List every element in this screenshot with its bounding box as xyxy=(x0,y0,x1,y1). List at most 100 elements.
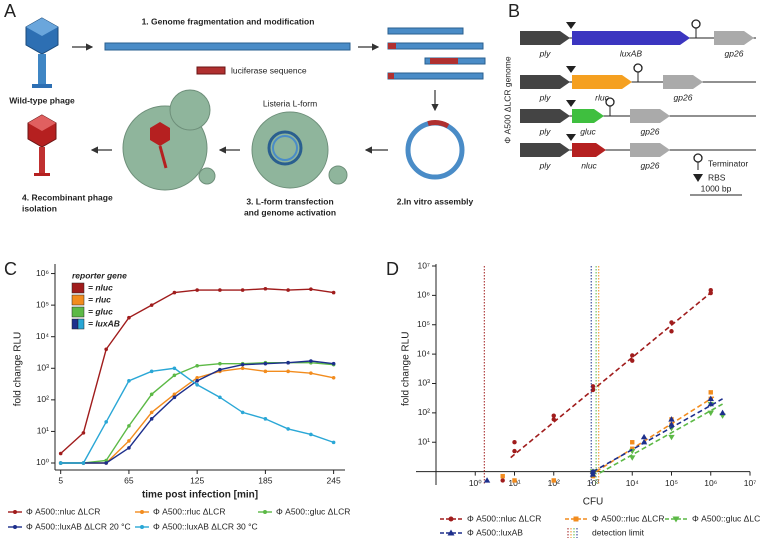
point xyxy=(551,417,556,422)
gene xyxy=(572,143,606,157)
point xyxy=(240,410,245,415)
point xyxy=(195,363,199,368)
point xyxy=(195,379,199,383)
gene xyxy=(520,75,570,89)
point xyxy=(172,373,177,378)
legend-label: = luxAB xyxy=(88,318,120,328)
point xyxy=(512,448,517,454)
gene xyxy=(520,109,570,123)
legend-swatch xyxy=(13,525,17,529)
point xyxy=(483,477,491,483)
point xyxy=(589,471,597,477)
gene-label: ply xyxy=(539,160,552,170)
gene xyxy=(520,143,570,157)
point xyxy=(149,369,154,374)
x-tick-label: 10⁷ xyxy=(744,478,757,488)
gene-label: gp26 xyxy=(725,48,744,58)
point xyxy=(309,359,313,363)
legend-swatch xyxy=(71,306,85,318)
step-label: 3. L-form transfection xyxy=(246,196,333,206)
x-axis-label: time post infection [min] xyxy=(142,490,258,501)
legend-label: RBS xyxy=(708,172,726,182)
point xyxy=(708,390,713,395)
l-form-lysis xyxy=(122,89,216,191)
gene-label: gp26 xyxy=(641,160,660,170)
point xyxy=(669,329,674,334)
point xyxy=(149,392,154,397)
legend-title: reporter gene xyxy=(72,270,127,280)
legend-label: Φ A500::nluc ΔLCR xyxy=(26,506,100,516)
gene-label: nluc xyxy=(581,160,597,170)
legend-label: Φ A500::luxAB ΔLCR 20 °C xyxy=(26,521,131,531)
step-label: 2.In vitro assembly xyxy=(397,196,474,206)
point xyxy=(172,366,177,371)
gene-label: ply xyxy=(539,92,552,102)
point xyxy=(590,387,596,393)
y-tick-label: 10¹ xyxy=(37,426,49,436)
step-label: and genome activation xyxy=(244,207,336,217)
legend-swatch xyxy=(447,529,455,536)
y-axis-label: fold change RLU xyxy=(401,332,412,407)
legend-swatch xyxy=(71,294,85,306)
y-tick-label: 10⁷ xyxy=(417,260,430,270)
terminator xyxy=(691,19,701,29)
point xyxy=(149,303,154,307)
point xyxy=(127,424,131,428)
gene xyxy=(663,75,703,89)
x-tick-label: 10⁶ xyxy=(704,478,717,488)
point xyxy=(127,315,131,320)
point xyxy=(240,288,245,292)
point xyxy=(195,382,199,387)
point xyxy=(629,455,636,461)
point xyxy=(104,347,108,352)
y-tick-label: 10¹ xyxy=(418,436,430,446)
legend-swatch xyxy=(448,516,454,522)
point xyxy=(551,413,556,418)
point xyxy=(630,440,635,445)
point xyxy=(589,468,597,474)
y-tick-label: 10⁶ xyxy=(36,268,49,278)
point xyxy=(104,458,108,463)
point xyxy=(172,392,177,397)
gene xyxy=(572,109,604,123)
rbs xyxy=(566,66,576,73)
gene-label: gp26 xyxy=(641,126,660,136)
y-tick-label: 10⁴ xyxy=(36,331,49,341)
point xyxy=(195,288,199,292)
recombinant-phage xyxy=(27,114,57,176)
point xyxy=(172,395,177,400)
legend-swatch xyxy=(263,510,267,514)
point xyxy=(195,375,199,380)
panel-letter: C xyxy=(4,259,17,279)
y-tick-label: 10⁵ xyxy=(417,319,430,329)
label: Wild-type phage xyxy=(9,95,75,105)
step-label: 4. Recombinant phage xyxy=(22,192,113,202)
fit-line xyxy=(595,396,715,473)
point xyxy=(331,440,336,445)
point xyxy=(668,421,675,427)
y-tick-label: 10³ xyxy=(37,363,49,373)
point xyxy=(127,439,131,443)
rbs xyxy=(566,22,576,29)
point xyxy=(708,290,713,296)
panel-a: A Wild-type phage 1. Genome fragmentatio… xyxy=(4,1,486,217)
point xyxy=(218,361,222,366)
x-tick-label: 185 xyxy=(258,475,272,485)
x-tick-label: 10⁵ xyxy=(665,478,678,488)
point xyxy=(218,288,222,292)
gene xyxy=(572,31,690,45)
y-axis-label: fold change RLU xyxy=(13,332,24,407)
point xyxy=(81,431,86,435)
terminator xyxy=(633,63,643,73)
point xyxy=(331,290,336,295)
legend-label: Φ A500::gluc ΔLCR xyxy=(692,513,760,523)
gene xyxy=(714,31,754,45)
point xyxy=(500,473,505,479)
l-form xyxy=(251,111,348,189)
legend-label: 1000 bp xyxy=(701,183,732,193)
point xyxy=(630,358,635,363)
point xyxy=(707,410,714,417)
point xyxy=(640,439,648,445)
point xyxy=(286,369,290,374)
point xyxy=(149,417,154,421)
